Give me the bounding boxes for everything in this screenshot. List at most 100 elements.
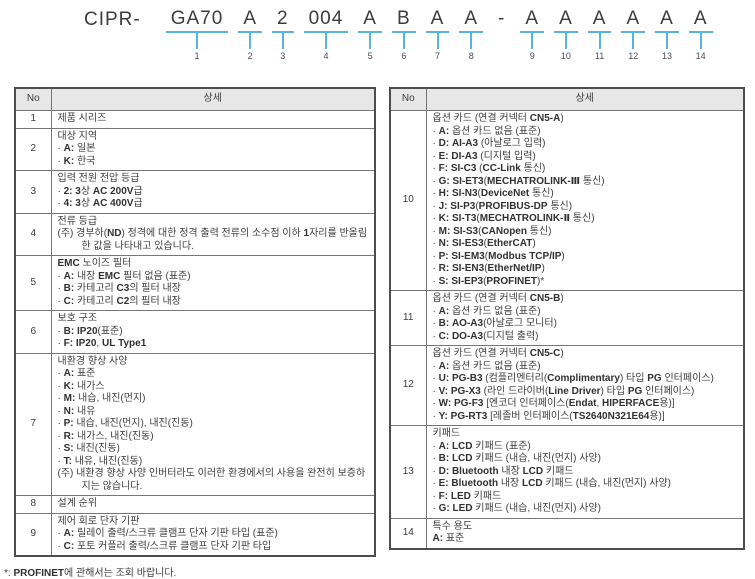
segment-pointer-line — [249, 33, 252, 49]
segment-pointer-line — [196, 33, 199, 49]
row-no: 9 — [14, 512, 52, 557]
segment-pointer-line — [324, 33, 327, 49]
detail-line: 옵션 카드 (연결 커넥터 CN5-C) — [432, 348, 564, 359]
detail-line: · A: 내장 EMC 필터 없음 (표준) — [57, 270, 191, 282]
model-segment-14: A 14 — [688, 8, 713, 61]
detail-line: · D: Bluetooth 내장 LCD 키패드 — [432, 465, 574, 477]
col-header-no: No — [389, 87, 427, 111]
table-row: 6 보호 구조 · B: IP20(표준) · F: IP20, UL Type1 — [14, 310, 376, 354]
table-row: 8 설계 순위 — [14, 495, 376, 514]
row-detail: 보호 구조 · B: IP20(표준) · F: IP20, UL Type1 — [50, 310, 376, 354]
segment-number: 5 — [367, 51, 373, 61]
segment-number: 13 — [661, 51, 672, 61]
segment-text: A — [621, 8, 646, 33]
spec-tables: No 상세 1 제품 시리즈 2 대상 지역 · A: 일본 · K: 한국 3 입력 전원 … — [0, 87, 755, 557]
table-row: 7 내환경 향상 사양 · A: 표준 · K: 내가스 · M: 내습, 내진(먼지)… — [14, 352, 376, 496]
detail-line: A: 표준 — [432, 533, 465, 544]
row-no: 11 — [389, 290, 427, 346]
detail-line: · J: SI-P3(PROFIBUS-DP 통신) — [432, 200, 573, 212]
detail-line: 제품 시리즈 — [57, 113, 107, 124]
segment-number: 14 — [695, 51, 706, 61]
detail-line: · E: DI-A3 (디지털 입력) — [432, 150, 536, 162]
segment-number: 12 — [628, 51, 639, 61]
row-detail: 키패드 · A: LCD 키패드 (표준) · B: LCD 키패드 (내습, 내진… — [425, 425, 745, 519]
table-row: 12 옵션 카드 (연결 커넥터 CN5-C) · A: 옵션 카드 없음 (표준)… — [389, 345, 745, 426]
segment-pointer-line — [369, 33, 372, 49]
detail-line: · E: Bluetooth 내장 LCD 키패드 (내습, 내진(먼지) 사양… — [432, 478, 672, 489]
detail-line: 입력 전원 전압 등급 — [57, 173, 140, 184]
row-no: 7 — [14, 352, 52, 496]
segment-number: 9 — [529, 51, 535, 61]
detail-line: · B: 카테고리 C3의 필터 내장 — [57, 283, 181, 294]
row-no: 1 — [14, 110, 52, 129]
spec-table-right: No 상세 10 옵션 카드 (연결 커넥터 CN5-A) · A: 옵션 카드 없… — [389, 87, 745, 550]
detail-line: · R: 내가스, 내진(진동) — [57, 430, 154, 442]
detail-line: 키패드 — [432, 428, 461, 439]
segment-text: GA70 — [165, 8, 229, 33]
left-table-body: 1 제품 시리즈 2 대상 지역 · A: 일본 · K: 한국 3 입력 전원 전압 등급 ·… — [14, 110, 376, 557]
row-detail: 제품 시리즈 — [50, 110, 376, 129]
detail-line: · 4: 3상 AC 400V급 — [57, 198, 143, 209]
row-detail: 입력 전원 전압 등급 · 2: 3상 AC 200V급 · 4: 3상 AC 40… — [50, 170, 376, 214]
detail-line: · V: PG-X3 (라인 드라이버(Line Driver) 타입 PG 인… — [432, 385, 695, 397]
detail-line: 대상 지역 — [57, 130, 98, 142]
detail-line: · H: SI-N3(DeviceNet 통신) — [432, 188, 554, 199]
row-no: 14 — [389, 517, 427, 549]
row-detail: 옵션 카드 (연결 커넥터 CN5-B) · A: 옵션 카드 없음 (표준) · … — [425, 290, 745, 346]
segment-pointer-line — [699, 33, 702, 49]
segment-text: A — [587, 8, 612, 33]
row-no: 3 — [14, 170, 52, 214]
detail-line: · Y: PG-RT3 [레졸버 인터페이스(TS2640N321E64용)] — [432, 410, 665, 422]
row-no: 12 — [389, 345, 427, 426]
segment-pointer-line — [632, 33, 635, 49]
model-prefix: CIPR- — [84, 9, 141, 30]
detail-line: · K: 한국 — [57, 155, 96, 167]
model-segment-10: A 10 — [554, 8, 578, 61]
segment-number: 4 — [323, 51, 329, 61]
table-row: 11 옵션 카드 (연결 커넥터 CN5-B) · A: 옵션 카드 없음 (표준)… — [389, 290, 745, 346]
segment-pointer-line — [436, 33, 439, 49]
segment-text: B — [391, 8, 416, 33]
detail-line: 특수 용도 — [432, 520, 473, 532]
row-detail: 내환경 향상 사양 · A: 표준 · K: 내가스 · M: 내습, 내진(먼지) ·… — [50, 352, 376, 496]
row-detail: 특수 용도 A: 표준 — [425, 517, 745, 549]
detail-line: (주) 내환경 향상 사양 인버터라도 이러한 환경에서의 사용을 완전히 보증… — [57, 468, 366, 492]
table-header-row: No 상세 — [389, 87, 745, 111]
detail-line: · A: 릴레이 출력/스크류 클램프 단자 기판 타입 (표준) — [57, 528, 278, 539]
detail-line: · C: 포토 커플러 출력/스크류 클램프 단자 기판 타입 — [57, 540, 272, 552]
detail-line: · A: 옵션 카드 없음 (표준) — [432, 360, 541, 372]
detail-line: (주) 경부하(ND) 정격에 대한 정격 출력 전류의 소수점 이하 1자리를… — [57, 228, 368, 252]
detail-line: · C: 카테고리 C2의 필터 내장 — [57, 295, 181, 307]
segment-text: A — [520, 8, 545, 33]
table-row: 3 입력 전원 전압 등급 · 2: 3상 AC 200V급 · 4: 3상 AC 4… — [14, 170, 376, 214]
segment-number: 7 — [435, 51, 441, 61]
detail-line: · C: DO-A3(디지털 출력) — [432, 330, 539, 342]
segment-number: 6 — [401, 51, 407, 61]
row-detail: 옵션 카드 (연결 커넥터 CN5-C) · A: 옵션 카드 없음 (표준) · … — [425, 345, 745, 426]
detail-line: · B: LCD 키패드 (내습, 내진(먼지) 사양) — [432, 453, 601, 464]
segment-number: 11 — [594, 51, 605, 61]
segment-text: A — [358, 8, 382, 33]
detail-line: · W: PG-F3 [엔코더 인터페이스(Endat, HIPERFACE용)… — [432, 398, 675, 409]
col-header-detail: 상세 — [50, 87, 376, 111]
segment-text: 2 — [272, 8, 294, 33]
segment-pointer-line — [402, 33, 405, 49]
spec-table-left: No 상세 1 제품 시리즈 2 대상 지역 · A: 일본 · K: 한국 3 입력 전원 … — [14, 87, 376, 557]
detail-line: 설계 순위 — [57, 498, 98, 509]
segment-text: A — [238, 8, 263, 33]
segment-number: 10 — [560, 51, 571, 61]
row-no: 4 — [14, 212, 52, 256]
detail-line: 전류 등급 — [57, 215, 98, 227]
detail-line: · A: 옵션 카드 없음 (표준) — [432, 305, 541, 317]
detail-line: · A: 옵션 카드 없음 (표준) — [432, 125, 541, 137]
segment-number: 8 — [468, 51, 474, 61]
segment-text: A — [459, 8, 484, 33]
table-row: 14 특수 용도 A: 표준 — [389, 517, 745, 549]
detail-line: · N: SI-ES3(EtherCAT) — [432, 238, 536, 249]
segment-pointer-line — [531, 33, 534, 49]
